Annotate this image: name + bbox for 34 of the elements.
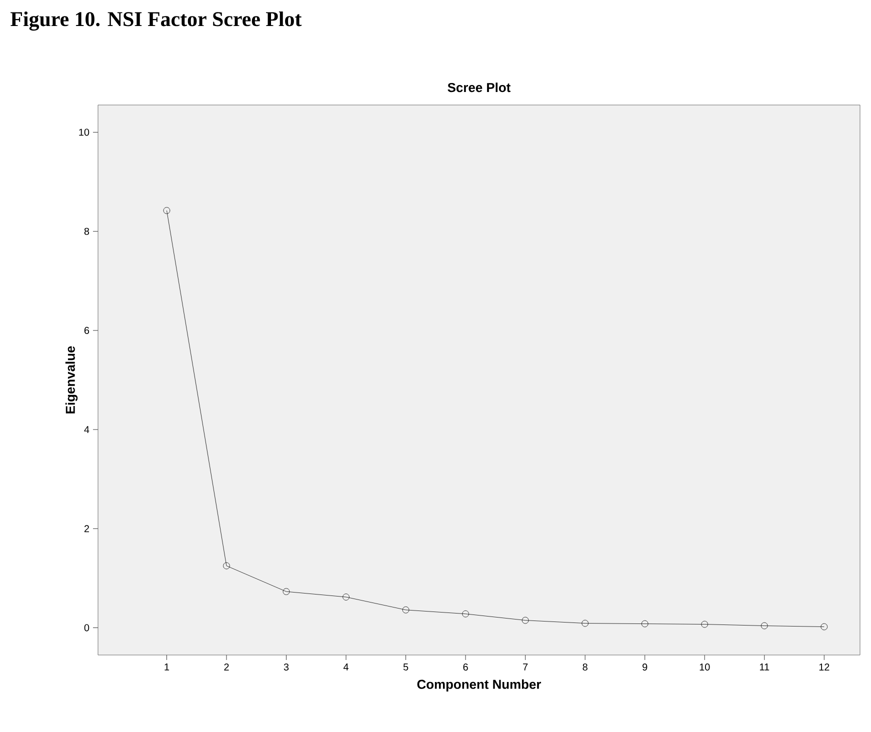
y-tick-label: 0: [84, 624, 90, 632]
x-tick-label: 2: [224, 664, 229, 670]
point: [402, 606, 410, 614]
chart-subtitle: Scree Plot: [448, 82, 511, 92]
point: [223, 562, 230, 570]
x-tick-label: 8: [582, 664, 588, 671]
x-tick-label: 1: [164, 664, 170, 670]
x-tick-label: 4: [343, 664, 349, 670]
x-tick-label: 10: [700, 664, 710, 671]
y-tick-label: 4: [84, 426, 90, 433]
point: [701, 620, 708, 628]
point: [522, 616, 529, 624]
chart-title: Figure 10. NSI Factor Scree Plot: [10, 11, 302, 31]
x-axis-title: Component Number: [417, 679, 542, 692]
point: [163, 207, 170, 214]
point: [342, 594, 350, 600]
y-axis-title: Eigenvalue: [65, 346, 78, 414]
y-tick-label: 8: [84, 228, 90, 235]
point: [820, 623, 828, 630]
point: [282, 588, 290, 595]
point: [641, 620, 648, 628]
x-tick-label: 9: [642, 664, 648, 671]
x-tick-label: 11: [760, 664, 770, 670]
x-tick-label: 6: [463, 664, 468, 671]
point: [582, 620, 588, 627]
x-tick-label: 3: [284, 664, 289, 671]
x-tick-label: 5: [403, 664, 408, 670]
x-tick-label: 12: [819, 664, 830, 670]
point: [760, 622, 768, 630]
y-tick-label: 10: [79, 128, 90, 136]
x-tick-label: 7: [523, 664, 528, 670]
y-tick-label: 2: [84, 525, 89, 532]
point: [462, 610, 469, 618]
y-tick-label: 6: [84, 326, 90, 334]
